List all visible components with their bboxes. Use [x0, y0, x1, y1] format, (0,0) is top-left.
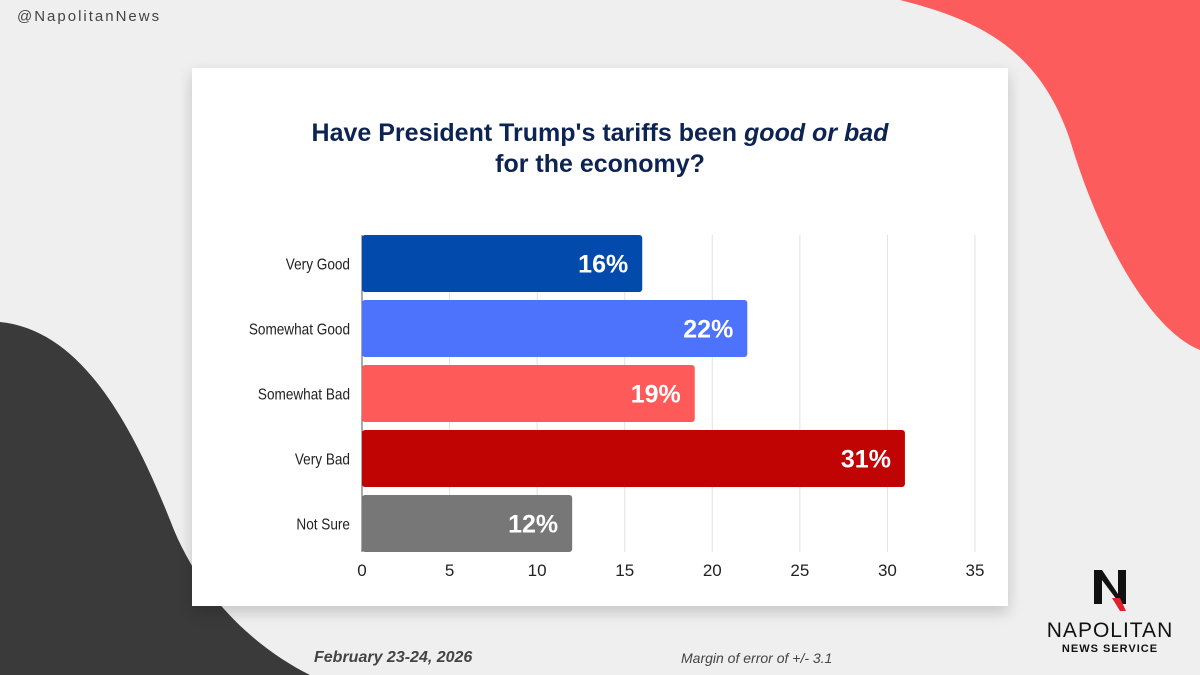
- bar-chart: 0 5 10 15 20 25 30 35 Very Good 16% Somewhat Good 2…: [249, 235, 985, 580]
- poll-date: February 23-24, 2026: [314, 649, 473, 666]
- x-tick-label: 0: [357, 561, 366, 580]
- data-label: 31%: [841, 446, 891, 474]
- bar-not-sure: [362, 495, 573, 552]
- data-label: 19%: [631, 381, 681, 409]
- chart-title: Have President Trump's tariffs been good…: [192, 118, 1008, 180]
- title-emphasis: good or bad: [744, 119, 889, 147]
- data-label: 22%: [683, 316, 733, 344]
- chart-card: Have President Trump's tariffs been good…: [192, 68, 1008, 606]
- x-tick-label: 5: [445, 561, 454, 580]
- bar-somewhat-good: [362, 300, 748, 357]
- red-blob: [900, 0, 1200, 350]
- bar-very-good: [362, 235, 643, 292]
- social-handle: @NapolitanNews: [17, 8, 162, 25]
- data-label: 12%: [508, 511, 558, 539]
- x-tick-label: 20: [703, 561, 722, 580]
- category-label: Very Bad: [295, 452, 350, 469]
- logo-n-icon: [1094, 570, 1126, 611]
- category-label: Not Sure: [296, 517, 350, 534]
- bar-very-bad: [362, 430, 905, 487]
- data-label: 16%: [578, 251, 628, 279]
- margin-of-error: Margin of error of +/- 3.1: [681, 650, 833, 666]
- x-tick-label: 35: [966, 561, 985, 580]
- x-tick-label: 30: [878, 561, 897, 580]
- category-label: Somewhat Good: [249, 322, 350, 339]
- bar-somewhat-bad: [362, 365, 695, 422]
- x-tick-label: 15: [615, 561, 634, 580]
- x-tick-label: 25: [790, 561, 809, 580]
- category-label: Very Good: [286, 257, 350, 274]
- title-text-line2: for the economy?: [495, 150, 705, 178]
- napolitan-logo: NAPOLITAN NEWS SERVICE: [1040, 568, 1180, 655]
- x-tick-label: 10: [528, 561, 547, 580]
- category-label: Somewhat Bad: [258, 387, 350, 404]
- logo-subtitle: NEWS SERVICE: [1061, 643, 1159, 655]
- title-text: Have President Trump's tariffs been: [311, 119, 745, 147]
- dark-blob: [0, 322, 310, 675]
- logo-name: NAPOLITAN: [1046, 619, 1174, 642]
